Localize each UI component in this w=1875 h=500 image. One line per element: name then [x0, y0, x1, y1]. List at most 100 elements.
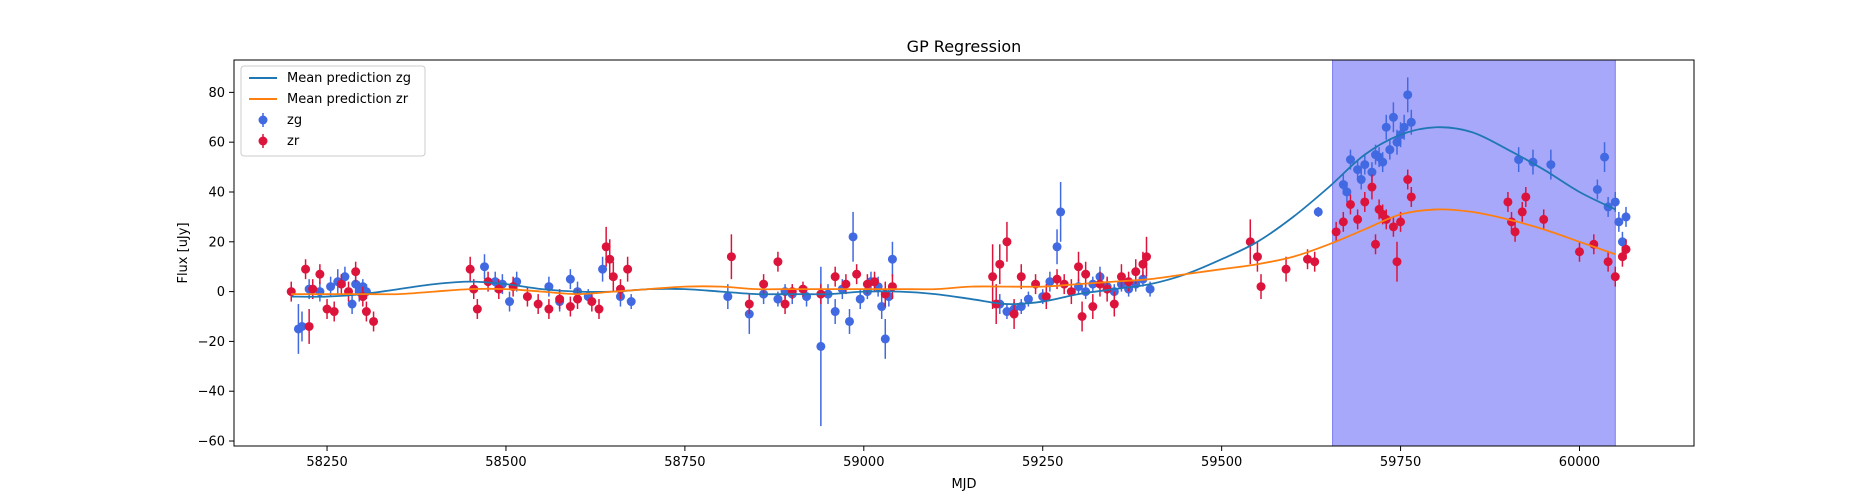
data-point-zr	[1517, 207, 1527, 217]
data-point-zr	[1396, 217, 1406, 227]
data-point-zr	[1102, 284, 1112, 294]
data-point-zg	[1621, 212, 1631, 222]
data-point-zr	[1621, 244, 1631, 254]
data-point-zg	[1342, 187, 1352, 197]
data-point-zr	[1252, 252, 1262, 262]
data-point-zr	[555, 294, 565, 304]
data-point-zg	[773, 294, 783, 304]
data-point-zg	[1338, 180, 1348, 190]
legend-swatch-zr	[258, 134, 268, 148]
data-point-zr	[1310, 257, 1320, 267]
data-point-zg	[1360, 160, 1370, 170]
data-point-zg	[297, 321, 307, 331]
data-point-zg	[1002, 307, 1012, 317]
data-point-zg	[1385, 145, 1395, 155]
data-point-zr	[1603, 257, 1613, 267]
data-point-zr	[1281, 264, 1291, 274]
data-point-zr	[315, 269, 325, 279]
data-point-zr	[1539, 214, 1549, 224]
data-point-zg	[1614, 217, 1624, 227]
data-point-zr	[1353, 214, 1363, 224]
data-point-zr	[369, 316, 379, 326]
plot-frame	[233, 59, 1695, 447]
data-point-zg	[626, 297, 636, 307]
data-point-zr	[1338, 217, 1348, 227]
data-point-zg	[1045, 277, 1055, 287]
x-tick-label: 59750	[1380, 455, 1421, 470]
data-point-zr	[1081, 269, 1091, 279]
data-point-zr	[744, 299, 754, 309]
data-point-zr	[465, 264, 475, 274]
data-point-zr	[1138, 259, 1148, 269]
y-tick-label: 20	[208, 235, 225, 250]
data-point-zr	[587, 297, 597, 307]
data-point-zr	[1052, 274, 1062, 284]
data-point-zr	[1406, 192, 1416, 202]
data-point-zg	[723, 292, 733, 302]
data-point-zr	[573, 294, 583, 304]
data-point-zr	[1510, 227, 1520, 237]
data-point-zr	[841, 279, 851, 289]
data-point-zg	[1023, 294, 1033, 304]
data-point-zr	[544, 304, 554, 314]
data-point-zr	[862, 279, 872, 289]
data-point-zg	[1056, 207, 1066, 217]
data-point-zr	[608, 272, 618, 282]
data-point-zg	[855, 294, 865, 304]
data-point-zg	[1381, 122, 1391, 132]
data-point-zg	[1052, 242, 1062, 252]
y-tick-label: 80	[208, 86, 225, 101]
data-point-zr	[1256, 282, 1266, 292]
data-point-zg	[880, 334, 890, 344]
data-point-zr	[1002, 237, 1012, 247]
y-tick-label: 60	[208, 136, 225, 151]
data-point-zr	[830, 272, 840, 282]
data-point-zr	[301, 264, 311, 274]
data-point-zg	[351, 279, 361, 289]
data-point-zr	[988, 272, 998, 282]
data-point-zg	[326, 282, 336, 292]
data-point-zr	[533, 299, 543, 309]
data-point-zr	[1388, 222, 1398, 232]
legend-swatch-zg	[258, 113, 268, 127]
data-point-zr	[336, 279, 346, 289]
data-point-zr	[852, 269, 862, 279]
y-tick-label: −40	[198, 385, 225, 400]
data-point-zg	[816, 341, 826, 351]
data-point-zg	[1617, 237, 1627, 247]
data-point-zr	[1066, 287, 1076, 297]
legend-label-mean-zr: Mean prediction zr	[287, 92, 409, 107]
data-point-zr	[1521, 192, 1531, 202]
x-tick-label: 58750	[664, 455, 705, 470]
data-point-zr	[1371, 239, 1381, 249]
data-point-zr	[1360, 197, 1370, 207]
data-point-zg	[347, 299, 357, 309]
data-point-zr	[1077, 312, 1087, 322]
y-tick-label: 0	[217, 285, 225, 300]
data-point-zg	[1392, 137, 1402, 147]
data-point-zr	[1392, 257, 1402, 267]
data-point-zr	[870, 277, 880, 287]
data-point-zr	[522, 292, 532, 302]
data-point-zr	[308, 284, 318, 294]
data-point-zr	[726, 252, 736, 262]
x-tick-label: 58500	[485, 455, 526, 470]
data-point-zr	[1131, 267, 1141, 277]
data-point-zr	[304, 321, 314, 331]
data-point-zg	[1367, 167, 1377, 177]
data-point-zr	[1367, 182, 1377, 192]
x-tick-label: 59000	[843, 455, 884, 470]
data-point-zr	[623, 264, 633, 274]
legend-label-zg: zg	[287, 113, 302, 128]
data-point-zr	[1610, 272, 1620, 282]
data-point-zg	[340, 272, 350, 282]
x-tick-label: 58250	[306, 455, 347, 470]
data-point-zg	[1546, 160, 1556, 170]
data-point-zg	[598, 264, 608, 274]
data-point-zg	[877, 302, 887, 312]
data-point-zr	[1088, 302, 1098, 312]
data-point-zg	[1610, 197, 1620, 207]
x-tick-label: 60000	[1559, 455, 1600, 470]
data-point-zr	[1009, 309, 1019, 319]
